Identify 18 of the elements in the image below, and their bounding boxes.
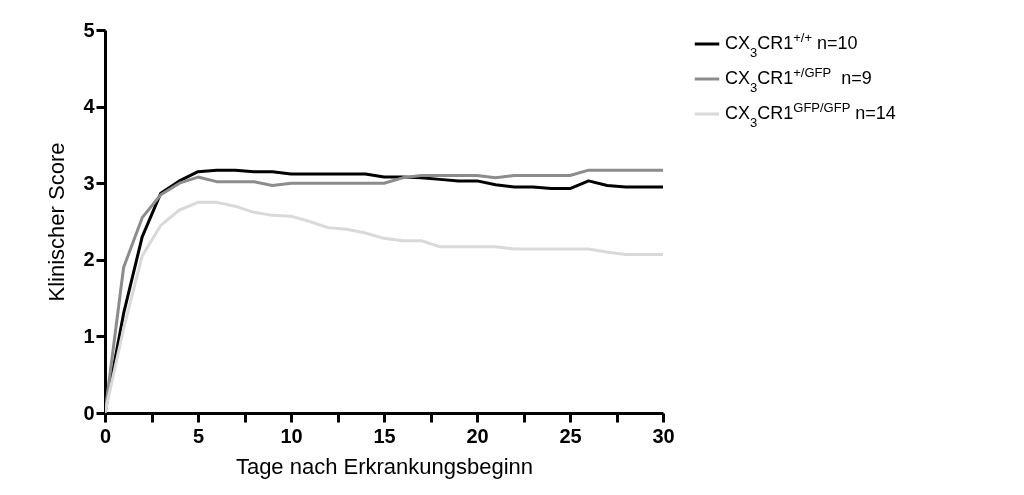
x-axis-title: Tage nach Erkrankungsbeginn xyxy=(235,453,534,479)
y-tick-label: 0 xyxy=(83,401,95,424)
y-axis-title: Klinischer Score xyxy=(44,142,70,302)
y-tick-label: 4 xyxy=(83,95,96,118)
x-tick-label: 20 xyxy=(466,424,489,447)
x-tick-label: 15 xyxy=(373,424,396,447)
legend-label: CX$_{3}$CR1$^{GFP/GFP}$ n=14 xyxy=(725,99,896,130)
x-tick-label: 25 xyxy=(559,424,582,447)
x-tick-label: 30 xyxy=(652,424,675,447)
y-tick-label: 3 xyxy=(83,171,95,194)
y-tick-label: 5 xyxy=(83,18,95,41)
y-tick-label: 2 xyxy=(83,248,95,271)
x-tick-label: 0 xyxy=(99,424,112,447)
legend-label: CX$_{3}$CR1$^{+/+}$ n=10 xyxy=(725,29,858,60)
x-tick-label: 5 xyxy=(192,424,205,447)
legend-label: CX$_{3}$CR1$^{+/GFP}$ n=9 xyxy=(725,64,872,95)
x-tick-label: 10 xyxy=(280,424,303,447)
y-tick-label: 1 xyxy=(83,324,95,347)
